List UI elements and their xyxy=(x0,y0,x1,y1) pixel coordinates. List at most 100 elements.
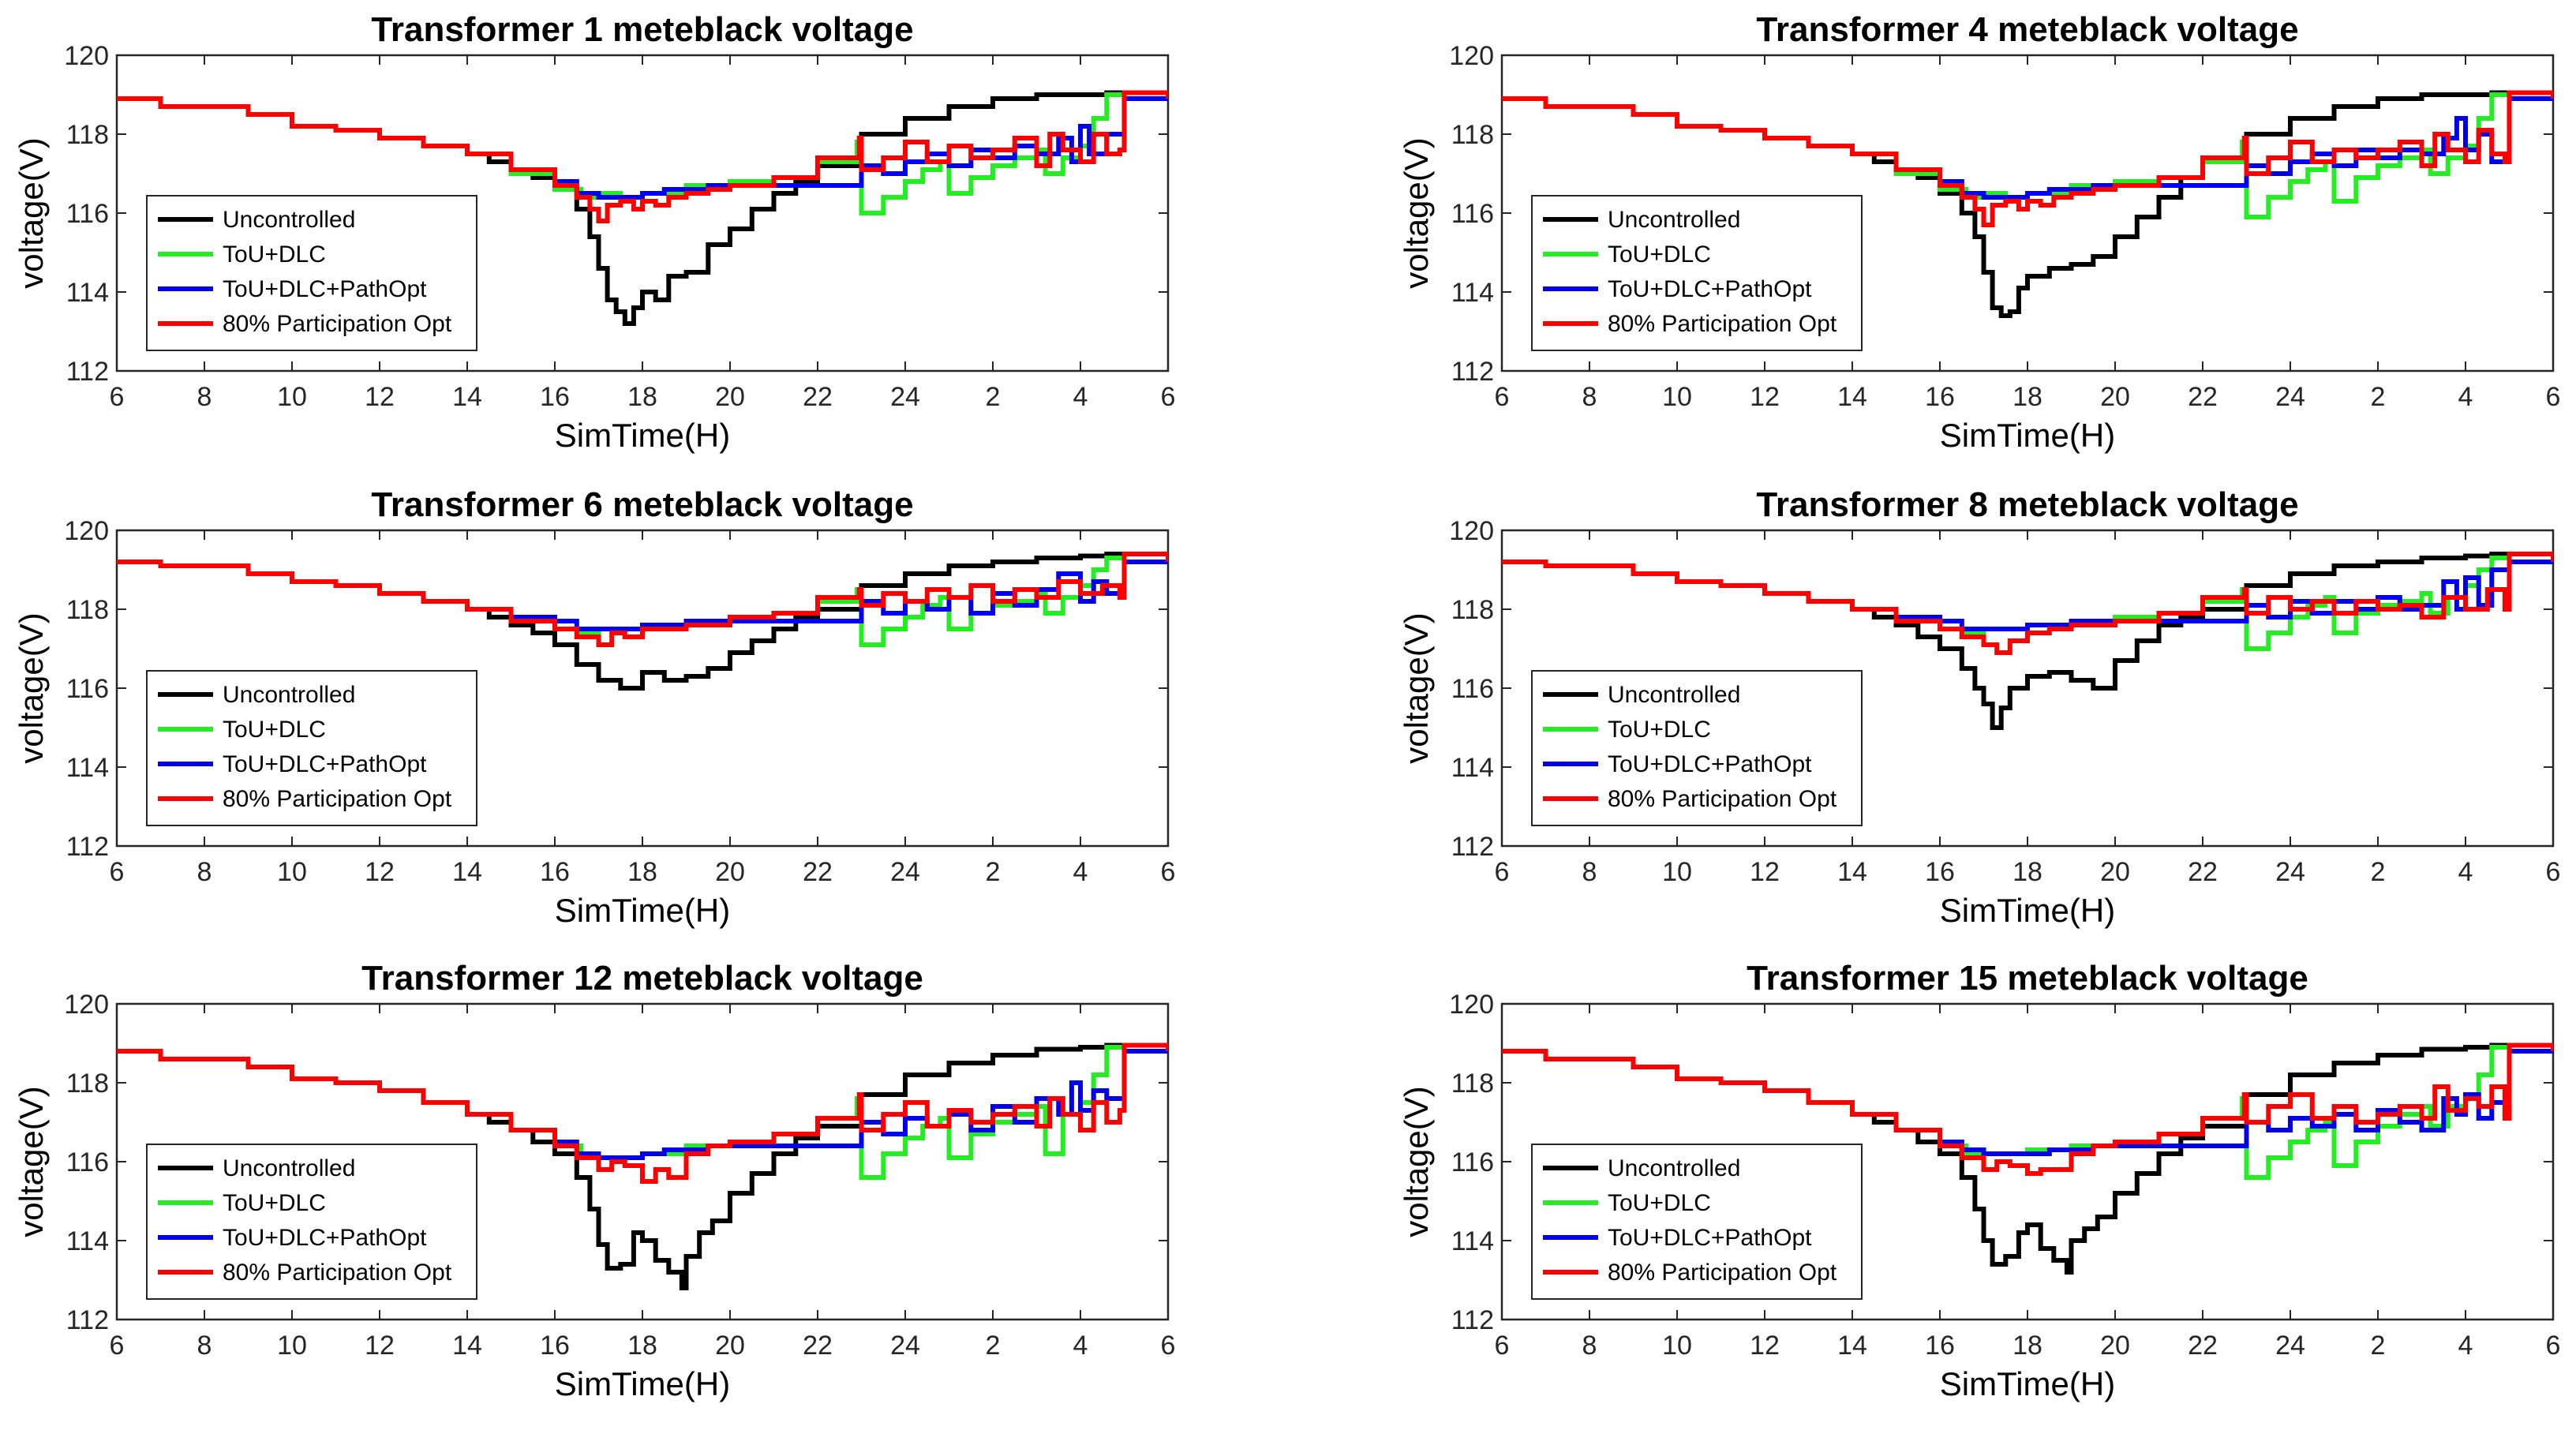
y-tick-label: 120 xyxy=(1449,41,1494,71)
legend-label: ToU+DLC+PathOpt xyxy=(1608,1225,1812,1251)
x-tick-label: 12 xyxy=(1750,382,1780,412)
legend-label: 80% Participation Opt xyxy=(223,1260,452,1286)
legend-label: ToU+DLC+PathOpt xyxy=(223,276,427,302)
x-axis-label: SimTime(H) xyxy=(555,1365,730,1402)
legend-label: ToU+DLC+PathOpt xyxy=(223,1225,427,1251)
x-tick-label: 8 xyxy=(1582,382,1597,412)
x-axis-label: SimTime(H) xyxy=(1940,417,2115,454)
legend-label: Uncontrolled xyxy=(223,207,355,233)
series-line-80-participation-opt xyxy=(1502,1043,2553,1176)
x-tick-label: 14 xyxy=(452,382,482,412)
x-tick-label: 2 xyxy=(2371,382,2386,412)
legend-label: ToU+DLC xyxy=(1608,1190,1711,1216)
y-tick-label: 120 xyxy=(64,516,109,546)
y-axis-label: voltage(V) xyxy=(1398,612,1435,763)
x-tick-label: 14 xyxy=(452,1331,482,1361)
y-tick-label: 120 xyxy=(64,990,109,1020)
x-tick-label: 10 xyxy=(277,1331,307,1361)
y-tick-label: 112 xyxy=(66,1305,109,1335)
series-line-80-participation-opt xyxy=(117,552,1168,647)
legend-label: ToU+DLC+PathOpt xyxy=(1608,276,1812,302)
x-tick-label: 24 xyxy=(890,382,920,412)
x-tick-label: 16 xyxy=(1925,857,1955,887)
x-tick-label: 24 xyxy=(890,1331,920,1361)
x-axis-label: SimTime(H) xyxy=(1940,1365,2115,1402)
x-tick-label: 10 xyxy=(1662,382,1692,412)
legend-label: 80% Participation Opt xyxy=(223,311,452,337)
chart-title: Transformer 15 meteblack voltage xyxy=(1747,959,2308,998)
y-tick-label: 114 xyxy=(66,278,109,308)
y-tick-label: 112 xyxy=(1451,832,1494,862)
x-tick-label: 24 xyxy=(2275,382,2305,412)
y-tick-label: 114 xyxy=(66,753,109,783)
x-tick-label: 4 xyxy=(2458,382,2473,412)
legend-label: Uncontrolled xyxy=(1608,207,1740,233)
y-tick-label: 114 xyxy=(1451,753,1494,783)
x-tick-label: 24 xyxy=(2275,857,2305,887)
legend-label: ToU+DLC+PathOpt xyxy=(1608,751,1812,777)
panel-3: Transformer 6 meteblack voltage 112 114 116… xyxy=(13,485,1175,929)
x-tick-label: 12 xyxy=(365,1331,395,1361)
panel-2: Transformer 4 meteblack voltage 112 114 116… xyxy=(1398,10,2560,454)
y-tick-label: 112 xyxy=(66,832,109,862)
x-tick-label: 2 xyxy=(986,1331,1001,1361)
x-tick-label: 8 xyxy=(1582,1331,1597,1361)
y-tick-label: 116 xyxy=(66,199,109,229)
legend-label: 80% Participation Opt xyxy=(1608,1260,1837,1286)
x-tick-label: 4 xyxy=(1073,1331,1088,1361)
x-tick-label: 8 xyxy=(1582,857,1597,887)
x-tick-label: 24 xyxy=(2275,1331,2305,1361)
y-axis-label: voltage(V) xyxy=(13,137,50,288)
legend-label: 80% Participation Opt xyxy=(1608,786,1837,812)
x-tick-label: 14 xyxy=(1837,1331,1867,1361)
x-tick-label: 6 xyxy=(1495,382,1510,412)
y-tick-label: 118 xyxy=(1451,120,1494,150)
x-tick-label: 22 xyxy=(2188,382,2218,412)
x-axis-label: SimTime(H) xyxy=(555,417,730,454)
y-tick-label: 118 xyxy=(1451,595,1494,625)
y-tick-label: 118 xyxy=(66,1069,109,1099)
x-tick-label: 18 xyxy=(627,1331,657,1361)
x-tick-label: 10 xyxy=(1662,1331,1692,1361)
legend-label: 80% Participation Opt xyxy=(223,786,452,812)
series-line-80-participation-opt xyxy=(1502,552,2553,655)
x-tick-label: 20 xyxy=(715,857,745,887)
x-tick-label: 12 xyxy=(365,857,395,887)
x-tick-label: 20 xyxy=(2100,857,2130,887)
legend-label: Uncontrolled xyxy=(223,682,355,708)
y-axis-label: voltage(V) xyxy=(1398,137,1435,288)
x-tick-label: 12 xyxy=(1750,1331,1780,1361)
x-tick-label: 2 xyxy=(2371,1331,2386,1361)
x-tick-label: 22 xyxy=(803,857,833,887)
x-tick-label: 20 xyxy=(2100,1331,2130,1361)
x-tick-label: 16 xyxy=(540,1331,570,1361)
y-tick-label: 116 xyxy=(66,674,109,704)
x-tick-label: 4 xyxy=(1073,857,1088,887)
x-tick-label: 18 xyxy=(2012,1331,2042,1361)
x-tick-label: 8 xyxy=(197,1331,212,1361)
legend-label: Uncontrolled xyxy=(223,1155,355,1181)
y-axis-label: voltage(V) xyxy=(1398,1086,1435,1237)
x-axis-label: SimTime(H) xyxy=(555,892,730,929)
x-tick-label: 20 xyxy=(2100,382,2130,412)
y-tick-label: 120 xyxy=(1449,990,1494,1020)
x-tick-label: 10 xyxy=(277,382,307,412)
y-tick-label: 118 xyxy=(1451,1069,1494,1099)
y-tick-label: 114 xyxy=(66,1226,109,1256)
legend-label: Uncontrolled xyxy=(1608,1155,1740,1181)
x-tick-label: 16 xyxy=(540,382,570,412)
legend-label: ToU+DLC xyxy=(1608,717,1711,743)
legend-label: ToU+DLC xyxy=(1608,241,1711,268)
x-tick-label: 6 xyxy=(1161,1331,1176,1361)
legend-label: ToU+DLC xyxy=(223,1190,326,1216)
x-tick-label: 22 xyxy=(2188,1331,2218,1361)
y-tick-label: 114 xyxy=(1451,1226,1494,1256)
y-tick-label: 114 xyxy=(1451,278,1494,308)
y-tick-label: 112 xyxy=(66,357,109,387)
legend-label: ToU+DLC xyxy=(223,241,326,268)
x-tick-label: 22 xyxy=(803,382,833,412)
series-line-80-participation-opt xyxy=(117,1043,1168,1184)
x-tick-label: 6 xyxy=(1161,857,1176,887)
y-tick-label: 116 xyxy=(1451,1147,1494,1177)
